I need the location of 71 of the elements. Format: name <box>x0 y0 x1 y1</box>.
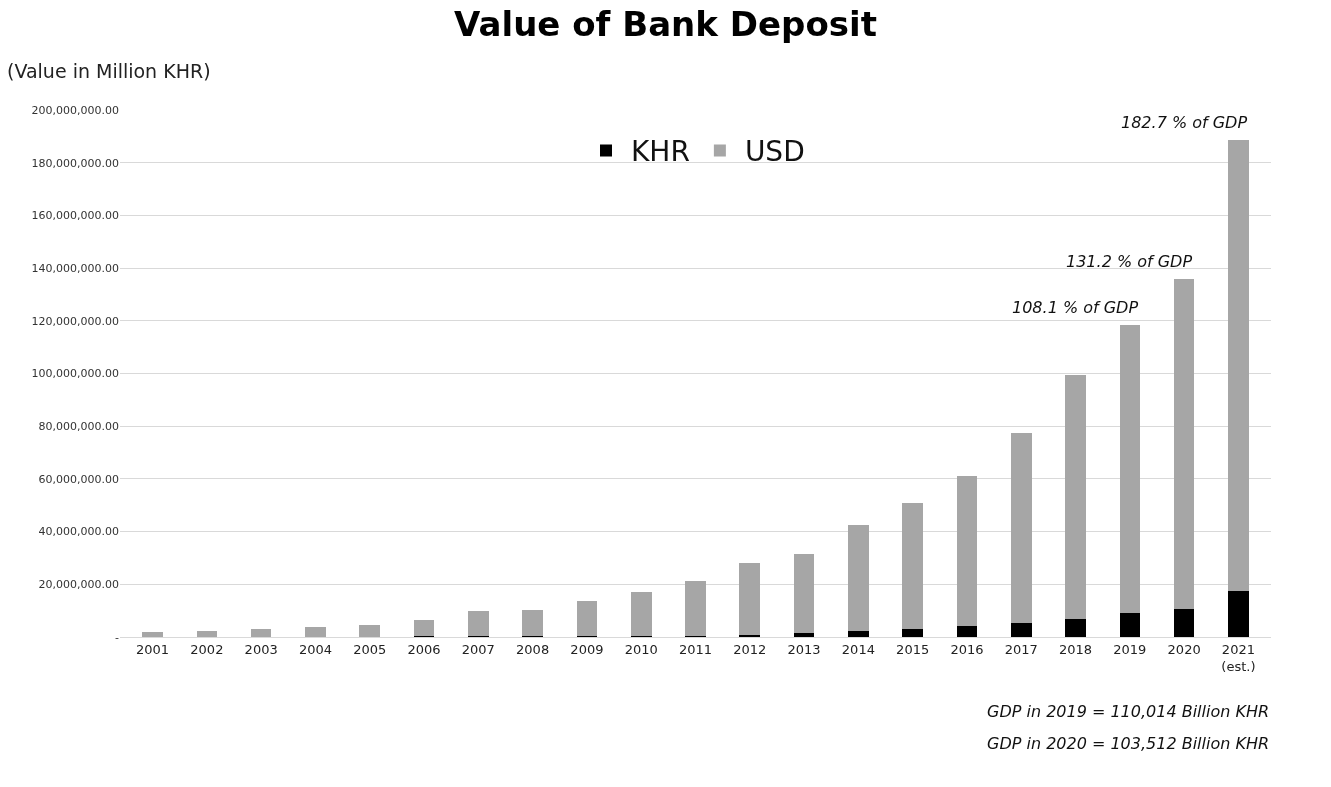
bar <box>305 627 326 637</box>
bar <box>522 610 543 637</box>
bar <box>902 628 923 637</box>
x-tick-label: 2010 <box>624 641 658 657</box>
annotation: 131.2 % of GDP <box>1066 252 1193 271</box>
y-tick-label: 180,000,000.00 <box>31 156 119 170</box>
x-tick-label: 2016 <box>950 641 984 657</box>
text: GDP in 2020 = 103,512 Billion KHR <box>987 734 1270 753</box>
bar <box>902 503 923 629</box>
bar <box>250 629 272 637</box>
chart-title: Value of Bank Deposit <box>454 3 877 44</box>
y-tick-label: 40,000,000.00 <box>38 525 119 539</box>
x-tick-label: 2014 <box>841 641 875 657</box>
x-tick-label: 2012 <box>733 641 767 657</box>
y-tick-label: 200,000,000.00 <box>31 103 119 117</box>
bar <box>1010 622 1032 637</box>
x-tick-label: 2003 <box>244 641 278 657</box>
bar <box>1065 375 1086 620</box>
x-tick-label: 2020 <box>1167 641 1201 657</box>
bar <box>576 601 598 637</box>
y-tick-label: 80,000,000.00 <box>38 420 119 434</box>
x-tick-label: 2007 <box>461 641 495 657</box>
bar <box>359 625 381 637</box>
bar <box>848 631 869 637</box>
y-tick-label: 140,000,000.00 <box>31 261 119 275</box>
y-tick-label: 120,000,000.00 <box>31 314 119 328</box>
bar <box>1228 139 1249 592</box>
bar <box>1173 279 1195 609</box>
y-tick-label: 100,000,000.00 <box>31 367 119 381</box>
x-tick-label: 2011 <box>678 641 713 657</box>
x-tick-label: 2009 <box>570 641 604 657</box>
bar <box>196 631 218 637</box>
y-tick-label: - <box>115 630 120 644</box>
bar <box>630 591 652 637</box>
bar <box>739 563 761 635</box>
bar <box>1065 619 1086 637</box>
x-tick-label: 2005 <box>353 641 387 657</box>
y-tick-label: 20,000,000.00 <box>38 578 119 592</box>
bar <box>413 620 435 637</box>
bar <box>793 633 815 637</box>
bar <box>793 554 815 634</box>
bar <box>956 476 978 627</box>
y-tick-label: 60,000,000.00 <box>38 472 119 486</box>
x-tick-label: 2004 <box>298 641 332 657</box>
bar <box>1228 591 1249 637</box>
y-tick-label: 160,000,000.00 <box>31 209 119 223</box>
bar <box>1010 433 1032 623</box>
bar <box>685 580 706 636</box>
legend-label: USD <box>744 135 805 169</box>
bar <box>1119 613 1141 637</box>
x-tick-label: 2017 <box>1004 641 1038 657</box>
x-tick-label: 2015 <box>896 641 930 657</box>
annotation: 182.7 % of GDP <box>1121 113 1248 132</box>
x-tick-label: 2002 <box>190 641 224 657</box>
legend-label: KHR <box>631 135 690 169</box>
bar <box>848 524 869 632</box>
bar <box>1173 608 1195 637</box>
x-tick-label: 2013 <box>787 641 821 657</box>
annotation: 108.1 % of GDP <box>1012 298 1139 317</box>
y-axis-title: (Value in Million KHR) <box>7 60 211 82</box>
bar <box>956 626 978 637</box>
x-tick-label: 2006 <box>407 641 441 657</box>
x-tick-label: 2021 (est.) <box>1221 641 1256 674</box>
x-tick-label: 2001 <box>136 641 170 657</box>
bar <box>468 611 489 637</box>
text: GDP in 2019 = 110,014 Billion KHR <box>987 702 1270 721</box>
x-tick-label: 2008 <box>516 641 550 657</box>
bar <box>142 631 163 637</box>
bar <box>1119 324 1141 614</box>
x-tick-label: 2019 <box>1113 641 1147 657</box>
x-tick-label: 2018 <box>1059 641 1093 657</box>
